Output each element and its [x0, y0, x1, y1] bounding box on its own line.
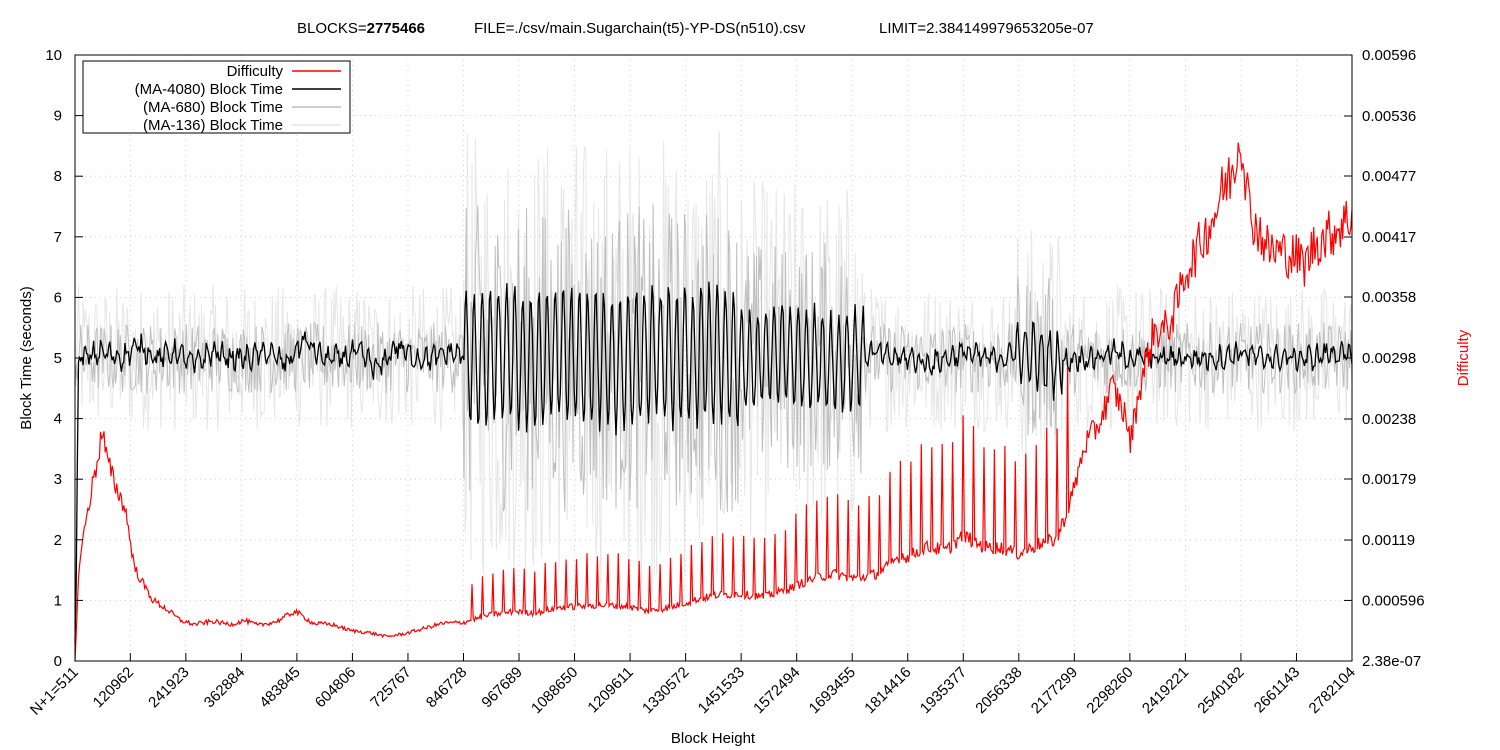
- series-ma4080-line: [74, 281, 1353, 643]
- x-tick-label: 2419221: [1139, 664, 1192, 717]
- y-tick-label: 4: [54, 411, 62, 428]
- y2-axis-title: Difficulty: [1455, 329, 1472, 386]
- blocks-label: BLOCKS=: [297, 20, 367, 37]
- legend-label-ma680: (MA-680) Block Time: [143, 99, 283, 116]
- x-tick-label: 362884: [201, 664, 248, 711]
- y-tick-label: 5: [54, 350, 62, 367]
- y2-tick-label: 0.00477: [1362, 168, 1416, 185]
- x-tick-label: 604806: [312, 664, 359, 711]
- x-tick-label: 1572494: [750, 664, 803, 717]
- x-tick-label: 120962: [90, 664, 137, 711]
- y2-tick-label: 0.00238: [1362, 411, 1416, 428]
- x-tick-label: 2056338: [972, 664, 1025, 717]
- x-tick-label: 846728: [423, 664, 470, 711]
- x-tick-label: 2540182: [1194, 664, 1247, 717]
- legend: Difficulty (MA-4080) Block Time (MA-680)…: [82, 60, 351, 134]
- y2-tick-label: 0.000596: [1362, 592, 1425, 609]
- x-axis-title: Block Height: [671, 730, 756, 747]
- y2-tick-label: 0.00417: [1362, 229, 1416, 246]
- y-tick-label: 6: [54, 289, 62, 306]
- y-tick-label: 7: [54, 229, 62, 246]
- y-tick-label: 3: [54, 471, 62, 488]
- legend-label-ma4080: (MA-4080) Block Time: [135, 81, 283, 98]
- x-tick-label: 2661143: [1251, 664, 1304, 717]
- y2-tick-label: 0.00298: [1362, 350, 1416, 367]
- y-tick-label: 1: [54, 592, 62, 609]
- x-tick-label: 241923: [145, 664, 192, 711]
- x-tick-label: 2298260: [1083, 664, 1136, 717]
- y-tick-label: 9: [54, 108, 62, 125]
- y-axis-title: Block Time (seconds): [18, 286, 35, 429]
- blocks-value: 2775466: [367, 20, 425, 37]
- x-tick-label: 725767: [367, 664, 414, 711]
- x-tick-label: 1935377: [917, 664, 970, 717]
- header-line: BLOCKS=2775466: [297, 20, 425, 37]
- x-tick-label: 1209611: [584, 664, 637, 717]
- x-tick-label: N+1=511: [27, 664, 82, 719]
- legend-label-ma136: (MA-136) Block Time: [143, 117, 283, 134]
- legend-label-difficulty: Difficulty: [227, 63, 284, 80]
- y2-tick-label: 2.38e-07: [1362, 653, 1421, 670]
- legend-box: [82, 60, 351, 134]
- y2-tick-label: 0.00119: [1362, 532, 1415, 549]
- x-tick-label: 967689: [478, 664, 525, 711]
- y-tick-label: 8: [54, 168, 62, 185]
- y-tick-label: 2: [54, 532, 62, 549]
- y2-tick-label: 0.00179: [1362, 471, 1416, 488]
- x-tick-label: 1330572: [639, 664, 692, 717]
- x-tick-label: 2177299: [1028, 664, 1081, 717]
- series-difficulty-line: [74, 142, 1353, 662]
- x-tick-label: 1451533: [695, 664, 748, 717]
- series-ma680-line: [74, 204, 1353, 513]
- x-tick-label: 1088650: [528, 664, 581, 717]
- series-group: [74, 131, 1353, 662]
- x-tick-label: 1814416: [861, 664, 914, 717]
- x-tick-label: 2782104: [1306, 664, 1359, 717]
- y-tick-label: 0: [54, 653, 62, 670]
- y2-tick-label: 0.00596: [1362, 47, 1416, 64]
- x-tick-label: 483845: [256, 664, 303, 711]
- x-tick-label: 1693455: [806, 664, 859, 717]
- file-path: FILE=./csv/main.Sugarchain(t5)-YP-DS(n51…: [474, 20, 806, 37]
- limit-value: LIMIT=2.384149979653205e-07: [879, 20, 1094, 37]
- y2-tick-label: 0.00358: [1362, 289, 1416, 306]
- y-tick-label: 10: [45, 47, 62, 64]
- y2-tick-label: 0.00536: [1362, 108, 1416, 125]
